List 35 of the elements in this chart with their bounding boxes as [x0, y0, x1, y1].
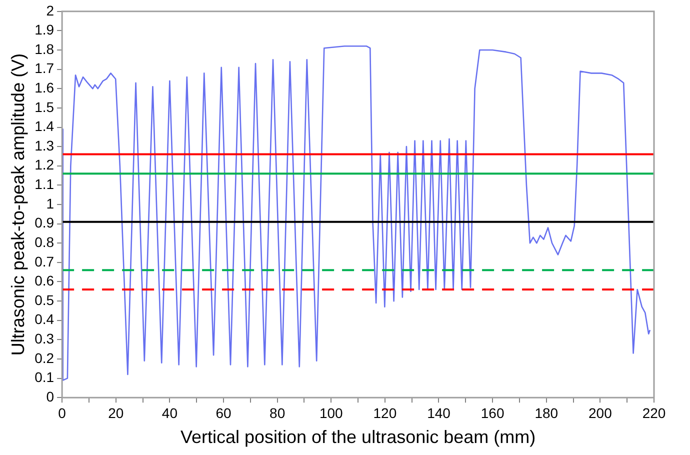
x-tick-label: 160	[480, 404, 504, 421]
y-tick-label: 1.2	[34, 156, 54, 173]
y-tick-label: 1.6	[34, 80, 54, 96]
x-tick-label: 20	[108, 404, 124, 421]
y-tick-label: 0.9	[34, 214, 54, 231]
y-tick-label: 1.1	[34, 176, 54, 192]
x-tick-label: 80	[270, 404, 286, 421]
x-tick-label: 100	[319, 404, 344, 421]
y-tick-label: 0.5	[34, 292, 54, 308]
y-tick-label: 1.4	[34, 118, 54, 134]
y-tick-label: 0.4	[34, 311, 54, 328]
y-tick-label: 0.1	[34, 369, 54, 386]
y-tick-label: 1.8	[34, 40, 54, 57]
y-tick-label: 1.3	[34, 137, 54, 154]
y-tick-label: 0.7	[34, 253, 54, 270]
y-tick-label: 1.7	[34, 60, 54, 76]
x-axis-title: Vertical position of the ultrasonic beam (mm)	[180, 427, 536, 448]
y-axis-title: Ultrasonic peak-to-peak amplitude (V)	[8, 53, 28, 356]
y-tick-label: 0.6	[34, 272, 54, 289]
y-tick-label: 0.3	[34, 330, 54, 347]
y-tick-label: 0	[46, 388, 54, 404]
x-tick-label: 180	[534, 404, 558, 421]
x-tick-label: 140	[427, 404, 451, 421]
y-tick-label: 2	[46, 2, 54, 18]
x-tick-label: 60	[216, 404, 232, 421]
x-tick-label: 220	[642, 404, 666, 421]
y-tick-label: 0.2	[34, 350, 54, 366]
y-tick-label: 1.5	[34, 98, 54, 115]
x-tick-label: 200	[588, 404, 612, 421]
x-tick-label: 0	[58, 404, 66, 421]
y-tick-label: 1.9	[34, 22, 54, 38]
x-tick-label: 120	[373, 404, 397, 421]
x-tick-label: 40	[162, 404, 178, 421]
y-tick-label: 0.8	[34, 234, 54, 250]
y-tick-label: 1	[46, 195, 54, 212]
